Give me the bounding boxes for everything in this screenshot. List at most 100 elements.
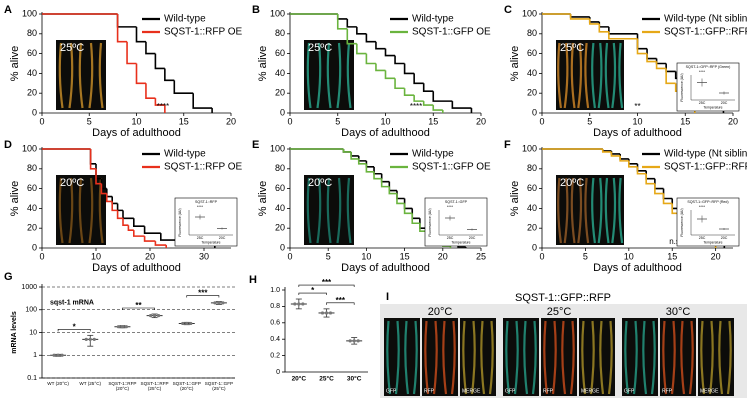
significance-bracket [298, 284, 355, 288]
survival-step [365, 160, 375, 168]
replicate-point [301, 302, 305, 306]
y-tick-label: 0 [276, 369, 280, 376]
y-tick-label: 20 [527, 88, 537, 98]
survival-step [133, 218, 145, 228]
survival-step [384, 48, 396, 57]
survival-step [411, 213, 420, 225]
survival-step [645, 173, 655, 185]
panel-letter: I [386, 291, 389, 303]
channel-label: GFP [505, 388, 516, 394]
temperature-label: 25ºC [60, 42, 84, 54]
y-tick-label: 0 [532, 242, 537, 252]
x-tick-label: 0 [287, 116, 292, 126]
survival-step [111, 201, 118, 212]
replicate-point [148, 314, 153, 318]
group-label: 20°C [428, 306, 453, 318]
x-tick-label: 25°C [319, 375, 334, 383]
y-tick-label: 20 [27, 88, 37, 98]
survival-step [89, 149, 96, 170]
x-axis-label: Days of adulthood [341, 262, 430, 274]
y-tick-label: 80 [27, 28, 37, 38]
channel-label: RFP [543, 388, 554, 394]
worm [624, 320, 630, 395]
worm [591, 42, 596, 109]
worm [316, 177, 322, 244]
survival-step [601, 149, 612, 153]
legend-label: Wild-type [412, 14, 454, 25]
replicate-point [189, 321, 193, 326]
significance: *** [322, 278, 332, 287]
worm [563, 177, 569, 244]
worm [607, 320, 613, 395]
x-tick-label: 15 [667, 251, 677, 261]
worm [570, 42, 576, 109]
micrograph [622, 318, 658, 396]
x-tick-label: 5 [583, 251, 588, 261]
temperature-label: 25ºC [560, 42, 584, 54]
worm [326, 177, 332, 244]
survival-step [569, 14, 590, 20]
x-tick-label: SQST-1::RFP (25°C) [140, 381, 169, 391]
survival-step [665, 63, 676, 73]
inset-y-label: Fluorescence (AU) [178, 208, 182, 236]
worm [386, 320, 392, 395]
x-tick-label: WT (25°C) [79, 381, 102, 386]
replicate-point [217, 301, 221, 305]
worm [543, 320, 549, 395]
inset-category: 20C [469, 236, 476, 240]
inset-title: SQST-1::GFP::RFP (Red) [687, 200, 728, 204]
worm [346, 177, 352, 244]
worm [708, 320, 714, 395]
x-tick-label: 15 [428, 116, 438, 126]
panel-letter: E [252, 139, 259, 151]
replicate-point [84, 337, 88, 341]
survival-step [619, 155, 629, 162]
worm [561, 320, 567, 395]
y-tick-label: 0 [32, 107, 37, 117]
worm [336, 42, 342, 109]
significance: ** [135, 301, 142, 310]
survival-step [365, 33, 376, 43]
x-tick-label: 20 [476, 116, 486, 126]
x-tick-label: 0 [287, 251, 292, 261]
worm [597, 177, 603, 244]
y-tick-label: 20 [27, 223, 37, 233]
y-axis-label: % alive [9, 46, 21, 81]
channel-label: GFP [624, 388, 635, 394]
y-tick-label: 60 [275, 48, 285, 58]
survival-step [380, 173, 390, 183]
survival-step [95, 168, 102, 185]
worm [58, 177, 64, 244]
micrograph [460, 318, 496, 396]
x-tick-label: WT (20°C) [47, 381, 69, 386]
survival-step [396, 193, 405, 205]
x-tick-label: 20 [438, 251, 448, 261]
y-tick-label: 100 [22, 8, 37, 18]
y-tick-label: 1000 [21, 284, 37, 291]
replicate-point [213, 301, 217, 305]
y-tick-label: 0.6 [270, 320, 280, 327]
legend-label: SQST-1::GFP::RFP OE [664, 27, 747, 38]
worm [670, 320, 676, 395]
worm [505, 320, 511, 395]
x-tick-label: 20 [728, 116, 738, 126]
chart-title: sqst-1 mRNA [50, 300, 94, 307]
survival-step [422, 101, 434, 106]
survival-step [646, 48, 657, 60]
y-tick-label: 20 [275, 88, 285, 98]
y-tick-label: 60 [27, 183, 37, 193]
x-tick-label: SQST-1::GFP (25°C) [204, 381, 234, 391]
survival-step [610, 151, 621, 157]
worm [618, 42, 624, 109]
survival-step [116, 14, 137, 28]
survival-step [365, 163, 375, 173]
survival-step [396, 190, 405, 200]
replicate-point [348, 339, 352, 343]
worm [726, 320, 732, 395]
x-tick-label: 20 [226, 116, 236, 126]
temperature-label: 20ºC [308, 177, 332, 189]
survival-step [655, 58, 667, 65]
survival-step [375, 63, 386, 72]
x-tick-label: 15 [179, 116, 189, 126]
